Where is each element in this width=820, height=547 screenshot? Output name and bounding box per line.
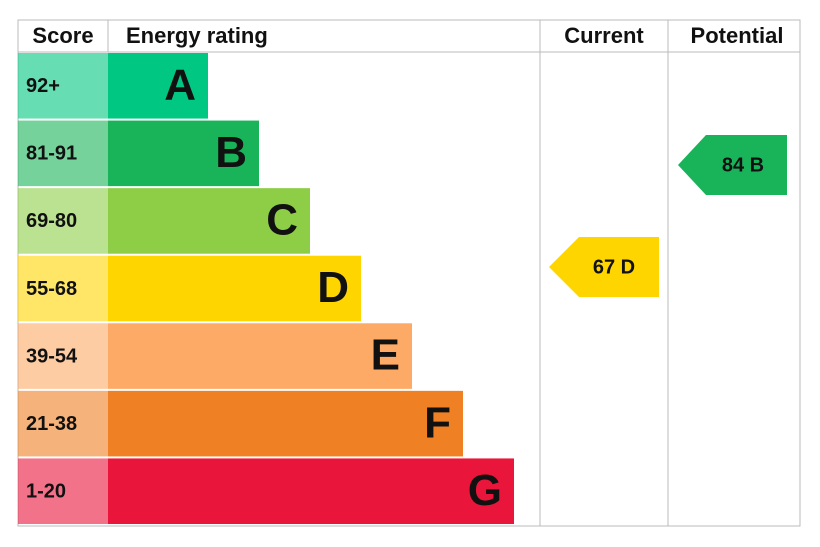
score-cell <box>18 188 108 254</box>
rating-letter: E <box>371 331 400 380</box>
potential-label: 84 B <box>722 154 764 176</box>
rating-bar <box>108 323 412 389</box>
rating-letter: G <box>468 466 502 515</box>
rating-letter: C <box>266 196 298 245</box>
score-cell <box>18 120 108 187</box>
potential-arrow <box>678 135 787 195</box>
rating-bar <box>108 255 361 322</box>
current-arrow <box>549 237 659 297</box>
score-label: 69-80 <box>26 210 77 232</box>
column-header: Energy rating <box>126 23 268 48</box>
rating-bar <box>108 390 463 457</box>
score-cell <box>18 323 108 389</box>
score-cell <box>18 53 108 119</box>
rating-bar <box>108 458 514 524</box>
rating-letter: B <box>215 128 247 177</box>
score-label: 92+ <box>26 75 60 97</box>
score-cell <box>18 458 108 524</box>
column-header: Score <box>32 23 93 48</box>
score-label: 1-20 <box>26 480 66 502</box>
score-label: 39-54 <box>26 345 78 367</box>
rating-letter: F <box>424 398 451 447</box>
rating-letter: D <box>317 263 349 312</box>
column-header: Current <box>564 23 644 48</box>
rating-bar <box>108 53 208 119</box>
score-cell <box>18 255 108 322</box>
score-label: 55-68 <box>26 278 77 300</box>
score-cell <box>18 390 108 457</box>
rating-bar <box>108 120 259 187</box>
column-header: Potential <box>691 23 784 48</box>
score-label: 81-91 <box>26 143 77 165</box>
rating-letter: A <box>164 60 196 109</box>
current-label: 67 D <box>593 256 635 278</box>
rating-bar <box>108 188 310 254</box>
score-label: 21-38 <box>26 413 77 435</box>
